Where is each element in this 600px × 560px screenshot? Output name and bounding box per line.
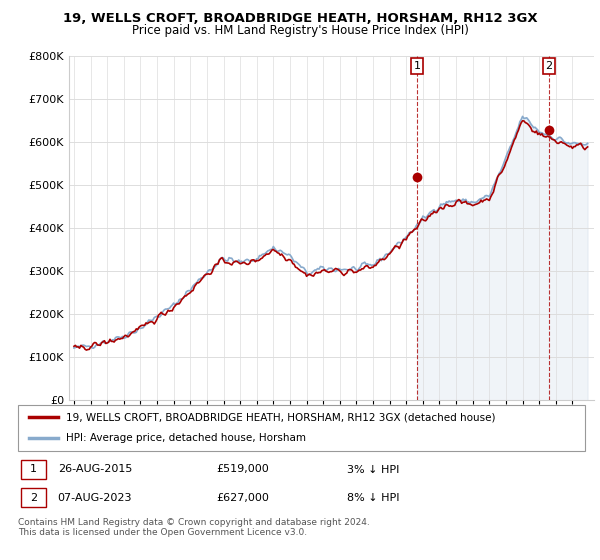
Bar <box>21 460 46 479</box>
Text: Contains HM Land Registry data © Crown copyright and database right 2024.
This d: Contains HM Land Registry data © Crown c… <box>18 518 370 538</box>
Text: £519,000: £519,000 <box>217 464 269 474</box>
Bar <box>21 488 46 507</box>
Text: HPI: Average price, detached house, Horsham: HPI: Average price, detached house, Hors… <box>66 433 306 444</box>
Text: 3% ↓ HPI: 3% ↓ HPI <box>347 464 399 474</box>
Text: 1: 1 <box>413 61 421 71</box>
Text: 8% ↓ HPI: 8% ↓ HPI <box>347 493 400 503</box>
Text: 2: 2 <box>30 493 37 503</box>
Text: 07-AUG-2023: 07-AUG-2023 <box>58 493 132 503</box>
Text: 19, WELLS CROFT, BROADBRIDGE HEATH, HORSHAM, RH12 3GX (detached house): 19, WELLS CROFT, BROADBRIDGE HEATH, HORS… <box>66 412 496 422</box>
Text: Price paid vs. HM Land Registry's House Price Index (HPI): Price paid vs. HM Land Registry's House … <box>131 24 469 37</box>
Text: 2: 2 <box>545 61 553 71</box>
Text: 26-AUG-2015: 26-AUG-2015 <box>58 464 132 474</box>
Text: 19, WELLS CROFT, BROADBRIDGE HEATH, HORSHAM, RH12 3GX: 19, WELLS CROFT, BROADBRIDGE HEATH, HORS… <box>62 12 538 25</box>
Text: £627,000: £627,000 <box>217 493 269 503</box>
Text: 1: 1 <box>30 464 37 474</box>
